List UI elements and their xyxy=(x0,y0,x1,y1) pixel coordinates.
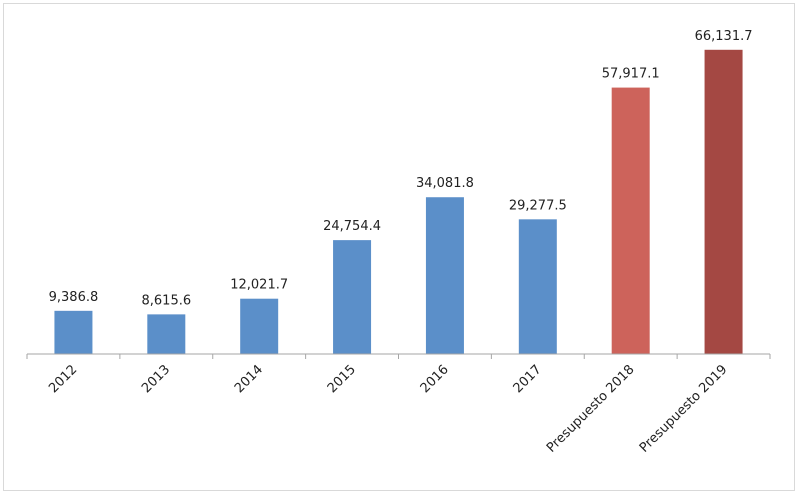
bar xyxy=(54,310,93,354)
data-label: 57,917.1 xyxy=(602,67,660,82)
data-label: 24,754.4 xyxy=(323,219,381,234)
bar xyxy=(518,219,557,354)
bar xyxy=(240,298,279,354)
bar xyxy=(147,314,186,354)
x-tick-label: 2016 xyxy=(418,362,452,396)
data-label: 9,386.8 xyxy=(49,290,99,305)
x-tick-label: 2015 xyxy=(325,362,359,396)
data-label: 12,021.7 xyxy=(230,278,288,293)
bar xyxy=(333,240,372,354)
x-tick-label: Presupuesto 2019 xyxy=(637,362,730,455)
x-tick-label: 2013 xyxy=(139,362,173,396)
x-tick-label: 2017 xyxy=(511,362,545,396)
data-label: 8,615.6 xyxy=(142,293,192,308)
x-tick-label: Presupuesto 2018 xyxy=(544,362,637,455)
chart-frame xyxy=(3,3,795,491)
x-tick-label: 2014 xyxy=(232,362,266,396)
data-label: 29,277.5 xyxy=(509,198,567,213)
x-tick-label: 2012 xyxy=(46,362,80,396)
bar xyxy=(611,87,650,355)
bar xyxy=(704,49,743,354)
bar xyxy=(425,197,464,354)
data-label: 34,081.8 xyxy=(416,176,474,191)
data-label: 66,131.7 xyxy=(695,29,753,44)
